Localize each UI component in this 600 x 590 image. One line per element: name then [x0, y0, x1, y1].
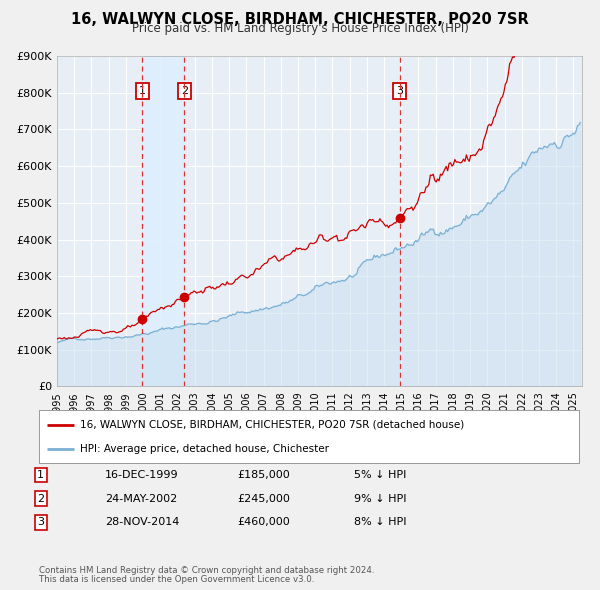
Text: 24-MAY-2002: 24-MAY-2002 [105, 494, 177, 503]
Text: Contains HM Land Registry data © Crown copyright and database right 2024.: Contains HM Land Registry data © Crown c… [39, 566, 374, 575]
Text: 3: 3 [37, 517, 44, 527]
Text: 16, WALWYN CLOSE, BIRDHAM, CHICHESTER, PO20 7SR (detached house): 16, WALWYN CLOSE, BIRDHAM, CHICHESTER, P… [79, 420, 464, 430]
Bar [142, 56, 184, 386]
Text: This data is licensed under the Open Government Licence v3.0.: This data is licensed under the Open Gov… [39, 575, 314, 584]
Text: 16, WALWYN CLOSE, BIRDHAM, CHICHESTER, PO20 7SR: 16, WALWYN CLOSE, BIRDHAM, CHICHESTER, P… [71, 12, 529, 27]
Text: £185,000: £185,000 [237, 470, 290, 480]
Text: Price paid vs. HM Land Registry's House Price Index (HPI): Price paid vs. HM Land Registry's House … [131, 22, 469, 35]
Text: 8% ↓ HPI: 8% ↓ HPI [354, 517, 407, 527]
Text: 16-DEC-1999: 16-DEC-1999 [105, 470, 179, 480]
Text: 2: 2 [181, 86, 188, 96]
Text: £245,000: £245,000 [237, 494, 290, 503]
Text: HPI: Average price, detached house, Chichester: HPI: Average price, detached house, Chic… [79, 444, 329, 454]
Text: 9% ↓ HPI: 9% ↓ HPI [354, 494, 407, 503]
Text: 1: 1 [37, 470, 44, 480]
Text: £460,000: £460,000 [237, 517, 290, 527]
Text: 5% ↓ HPI: 5% ↓ HPI [354, 470, 406, 480]
Text: 28-NOV-2014: 28-NOV-2014 [105, 517, 179, 527]
Text: 3: 3 [396, 86, 403, 96]
Text: 2: 2 [37, 494, 44, 503]
Text: 1: 1 [139, 86, 146, 96]
